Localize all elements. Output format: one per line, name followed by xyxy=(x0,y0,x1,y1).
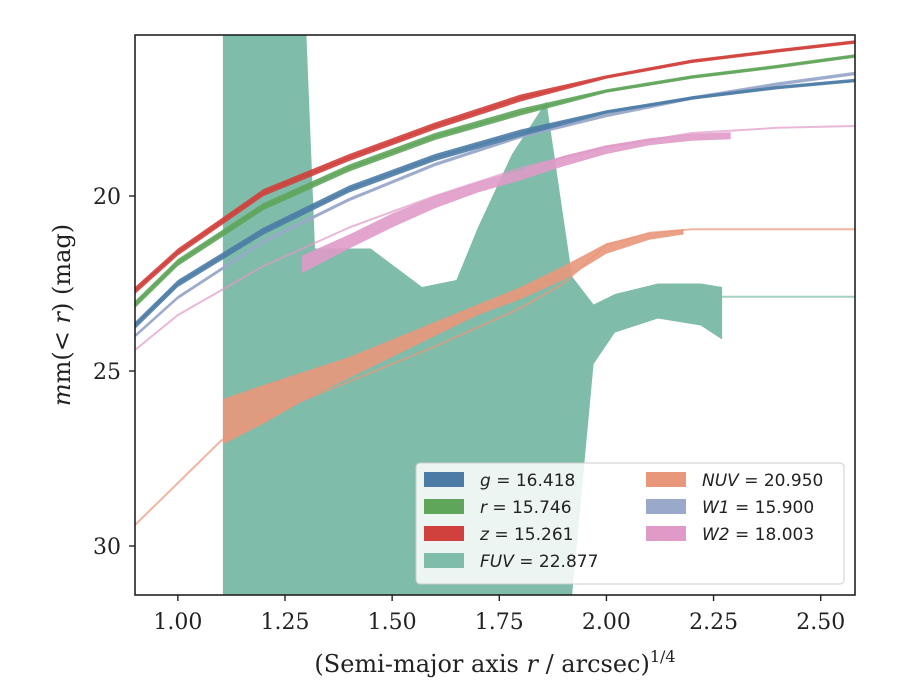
legend-label-fuv: FUV = 22.877 xyxy=(480,552,598,572)
x-tick-label: 1.50 xyxy=(368,610,417,635)
legend-label-nuv: NUV = 20.950 xyxy=(702,471,823,491)
legend: g = 16.418 r = 15.746 z = 15.261 FUV = 22.8… xyxy=(415,462,845,585)
x-axis-label: (Semi-major axis r / arcsec)1/4 xyxy=(314,647,675,678)
x-tick-label: 2.50 xyxy=(796,610,845,635)
plot-area xyxy=(135,35,855,595)
y-axis-label-var: r xyxy=(48,311,76,324)
y-axis-label-m: m xyxy=(48,383,76,406)
y-axis-ticks: 20 25 30 xyxy=(93,185,135,560)
x-tick-label: 2.25 xyxy=(689,610,738,635)
legend-label-w2: W2 = 18.003 xyxy=(702,525,814,545)
legend-swatch-g xyxy=(424,472,464,487)
x-axis-ticks: 1.00 1.25 1.50 1.75 2.00 2.25 2.50 xyxy=(153,595,845,635)
x-tick-label: 1.75 xyxy=(475,610,524,635)
x-tick-label: 1.00 xyxy=(153,610,202,635)
series-line-nuv xyxy=(135,228,855,526)
y-tick-label: 25 xyxy=(93,360,121,385)
x-tick-label: 1.25 xyxy=(261,610,310,635)
x-axis-label-base: (Semi-major axis xyxy=(314,650,526,678)
y-axis-label-post: ) (mag) xyxy=(48,224,76,312)
series-line-r xyxy=(135,55,855,306)
plot-frame xyxy=(134,34,856,596)
legend-swatch-r xyxy=(424,499,464,514)
legend-frame xyxy=(415,462,845,585)
y-tick-label: 20 xyxy=(93,185,121,210)
legend-label-z: z = 15.261 xyxy=(479,525,573,545)
legend-label-g: g = 16.418 xyxy=(480,471,575,491)
x-axis-label-exponent: 1/4 xyxy=(650,647,676,666)
series-line-g xyxy=(135,79,855,327)
legend-label-r: r = 15.746 xyxy=(480,498,572,518)
legend-label-w1: W1 = 15.900 xyxy=(702,498,814,518)
series-line-w2 xyxy=(135,125,855,351)
x-axis-label-mid: / arcsec) xyxy=(538,650,650,678)
x-tick-label: 2.00 xyxy=(582,610,631,635)
legend-swatch-w1 xyxy=(646,499,686,514)
legend-swatch-fuv xyxy=(424,553,464,568)
legend-swatch-w2 xyxy=(646,526,686,541)
y-axis-label-pre: m(< xyxy=(48,324,76,384)
y-axis-label: mm(< r) (mag) xyxy=(48,224,76,406)
legend-swatch-z xyxy=(424,526,464,541)
series-line-z xyxy=(135,41,855,292)
legend-swatch-nuv xyxy=(646,472,686,487)
y-tick-label: 30 xyxy=(93,535,121,560)
x-axis-label-var: r xyxy=(526,650,539,678)
